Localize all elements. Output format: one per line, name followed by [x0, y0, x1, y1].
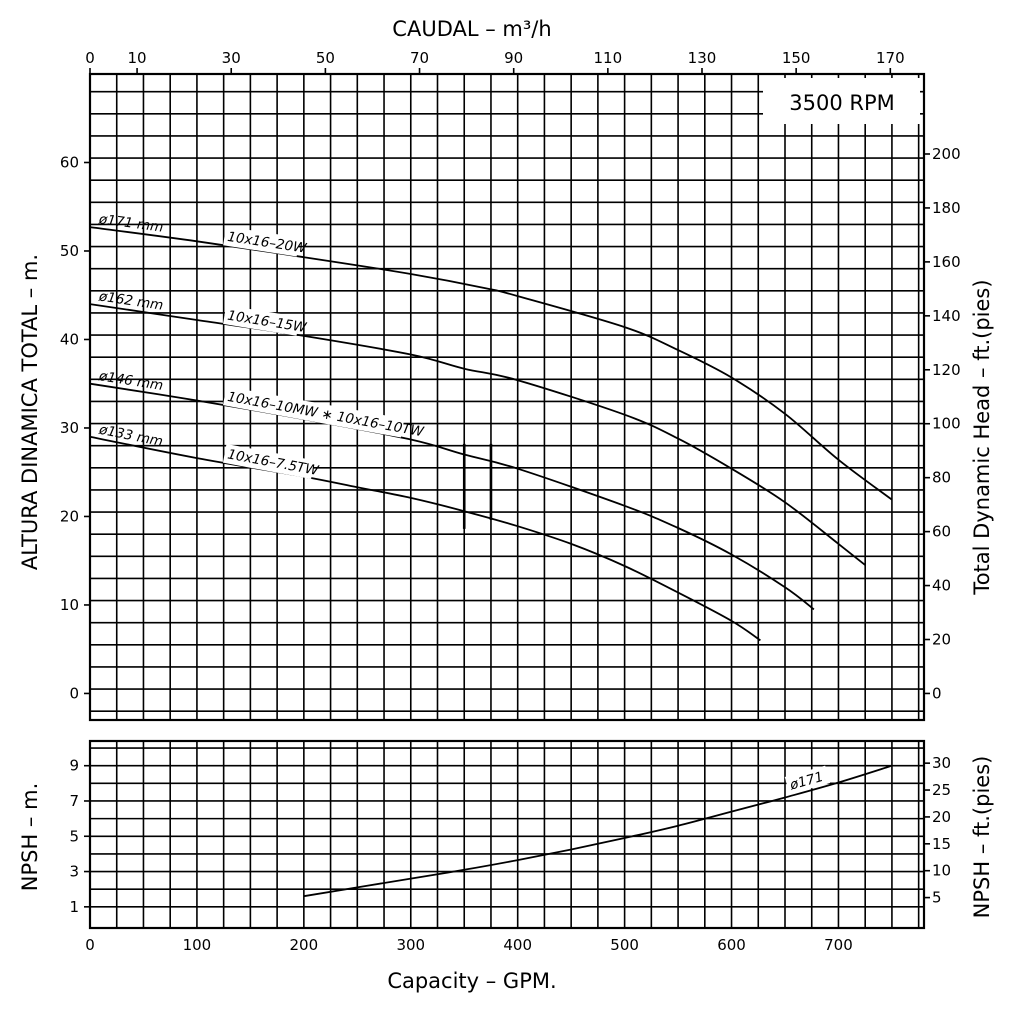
- head-left-tick-label: 20: [60, 507, 79, 525]
- head-right-tick-label: 40: [932, 577, 951, 595]
- head-left-ticks: 0 10 20 30 40 50 60: [60, 153, 90, 702]
- bottom-tick-label: 100: [183, 936, 212, 954]
- npsh-curve-label: ø171: [787, 769, 825, 794]
- head-left-tick-label: 40: [60, 330, 79, 348]
- head-right-tick-label: 120: [932, 361, 961, 379]
- curve-model-label-bg: [223, 226, 300, 257]
- head-right-tick-label: 160: [932, 253, 961, 271]
- top-tick-label: 50: [316, 49, 335, 67]
- head-left-tick-label: 10: [60, 596, 79, 614]
- bottom-tick-label: 300: [396, 936, 425, 954]
- npsh-right-tick-label: 20: [932, 808, 951, 826]
- curve-model-label-bg: [223, 305, 300, 336]
- top-tick-label: 30: [222, 49, 241, 67]
- head-right-tick-label: 200: [932, 145, 961, 163]
- head-right-tick-label: 60: [932, 523, 951, 541]
- bottom-tick-label: 700: [824, 936, 853, 954]
- curve-model-label: 10x16–7.5TW: [226, 446, 320, 479]
- head-panel-grid: [90, 74, 924, 720]
- top-tick-label: 130: [688, 49, 717, 67]
- npsh-left-tick-label: 3: [69, 863, 79, 881]
- head-right-tick-label: 140: [932, 307, 961, 325]
- bottom-tick-label: 400: [503, 936, 532, 954]
- npsh-right-tick-label: 10: [932, 862, 951, 880]
- top-axis-title: CAUDAL – m³/h: [392, 17, 551, 41]
- head-left-tick-label: 0: [69, 684, 79, 702]
- npsh-right-tick-label: 5: [932, 889, 942, 907]
- head-left-tick-label: 30: [60, 419, 79, 437]
- npsh-right-tick-label: 30: [932, 754, 951, 772]
- head-left-tick-label: 50: [60, 242, 79, 260]
- npsh-right-ticks: 5 10 15 20 25 30: [924, 754, 951, 907]
- head-right-tick-label: 100: [932, 415, 961, 433]
- npsh-curve-line: [303, 764, 893, 898]
- rpm-box: [763, 78, 920, 124]
- npsh-panel-grid: [90, 741, 924, 928]
- npsh-right-tick-label: 25: [932, 781, 951, 799]
- top-tick-label: 0: [85, 49, 95, 67]
- bottom-axis-ticks: 0 100 200 300 400 500 600 700: [85, 936, 853, 954]
- head-right-tick-label: 80: [932, 469, 951, 487]
- bottom-axis-title: Capacity – GPM.: [387, 969, 556, 993]
- npsh-left-tick-label: 7: [69, 792, 79, 810]
- bottom-tick-label: 0: [85, 936, 95, 954]
- head-right-tick-label: 20: [932, 631, 951, 649]
- npsh-right-tick-label: 15: [932, 835, 951, 853]
- bottom-tick-label: 600: [717, 936, 746, 954]
- head-left-tick-label: 60: [60, 153, 79, 171]
- npsh-left-tick-label: 1: [69, 898, 79, 916]
- bottom-tick-label: 200: [290, 936, 319, 954]
- head-right-ticks: 0 20 40 60 80 100 120 140 160 180 200: [924, 145, 961, 702]
- rpm-title: 3500 RPM: [789, 91, 895, 115]
- head-right-axis-title: Total Dynamic Head – ft.(pies): [970, 279, 994, 595]
- head-right-tick-label: 0: [932, 684, 942, 702]
- npsh-panel-frame: [88, 739, 926, 930]
- npsh-curve-label-bg: [784, 765, 831, 795]
- top-tick-label: 90: [504, 49, 523, 67]
- head-right-tick-label: 180: [932, 199, 961, 217]
- head-curve-line: [89, 303, 866, 566]
- top-tick-label: 170: [876, 49, 905, 67]
- top-tick-label: 150: [782, 49, 811, 67]
- npsh-right-axis-title: NPSH – ft.(pies): [970, 756, 994, 919]
- curve-model-label: 10x16–10MW ∗ 10x16–10TW: [226, 389, 425, 441]
- npsh-left-tick-label: 9: [69, 757, 79, 775]
- bottom-tick-label: 500: [610, 936, 639, 954]
- top-tick-label: 110: [594, 49, 623, 67]
- npsh-left-axis-title: NPSH – m.: [18, 783, 42, 891]
- npsh-left-tick-label: 5: [69, 827, 79, 845]
- top-tick-label: 10: [128, 49, 147, 67]
- head-panel-frame: [88, 72, 926, 722]
- top-tick-label: 70: [410, 49, 429, 67]
- head-left-axis-title: ALTURA DINAMICA TOTAL – m.: [18, 254, 42, 570]
- curve-model-label-bg: [223, 386, 405, 438]
- npsh-left-ticks: 1 3 5 7 9: [69, 757, 90, 916]
- top-axis-ticks: 0 10 30 50 70 90 110 130 150 170: [85, 49, 905, 74]
- operating-markers: [462, 443, 493, 529]
- curve-model-label-bg: [222, 443, 315, 480]
